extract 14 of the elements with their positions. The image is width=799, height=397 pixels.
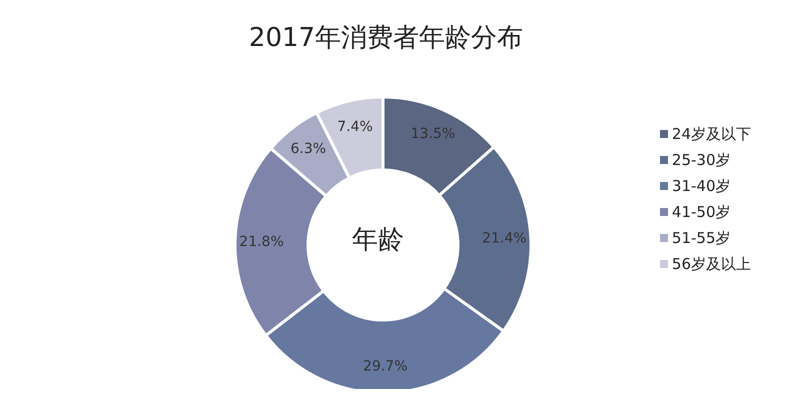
legend-label: 41-50岁 <box>672 202 730 220</box>
data-label: 29.7% <box>363 358 408 374</box>
chart-title: 2017年消费者年龄分布 <box>248 22 524 55</box>
legend-label: 56岁及以上 <box>672 254 751 272</box>
legend-label: 24岁及以下 <box>672 124 751 142</box>
legend-label: 51-55岁 <box>672 228 730 246</box>
data-label: 13.5% <box>410 126 456 142</box>
text: 年龄 <box>352 225 404 255</box>
data-label: 6.3% <box>290 141 326 158</box>
legend-label: 25-30岁 <box>672 150 730 168</box>
data-label: 21.4% <box>482 230 527 247</box>
legend-label: 31-40岁 <box>672 176 730 194</box>
data-label: 7.4% <box>337 118 373 135</box>
data-label: 21.8% <box>239 234 284 250</box>
